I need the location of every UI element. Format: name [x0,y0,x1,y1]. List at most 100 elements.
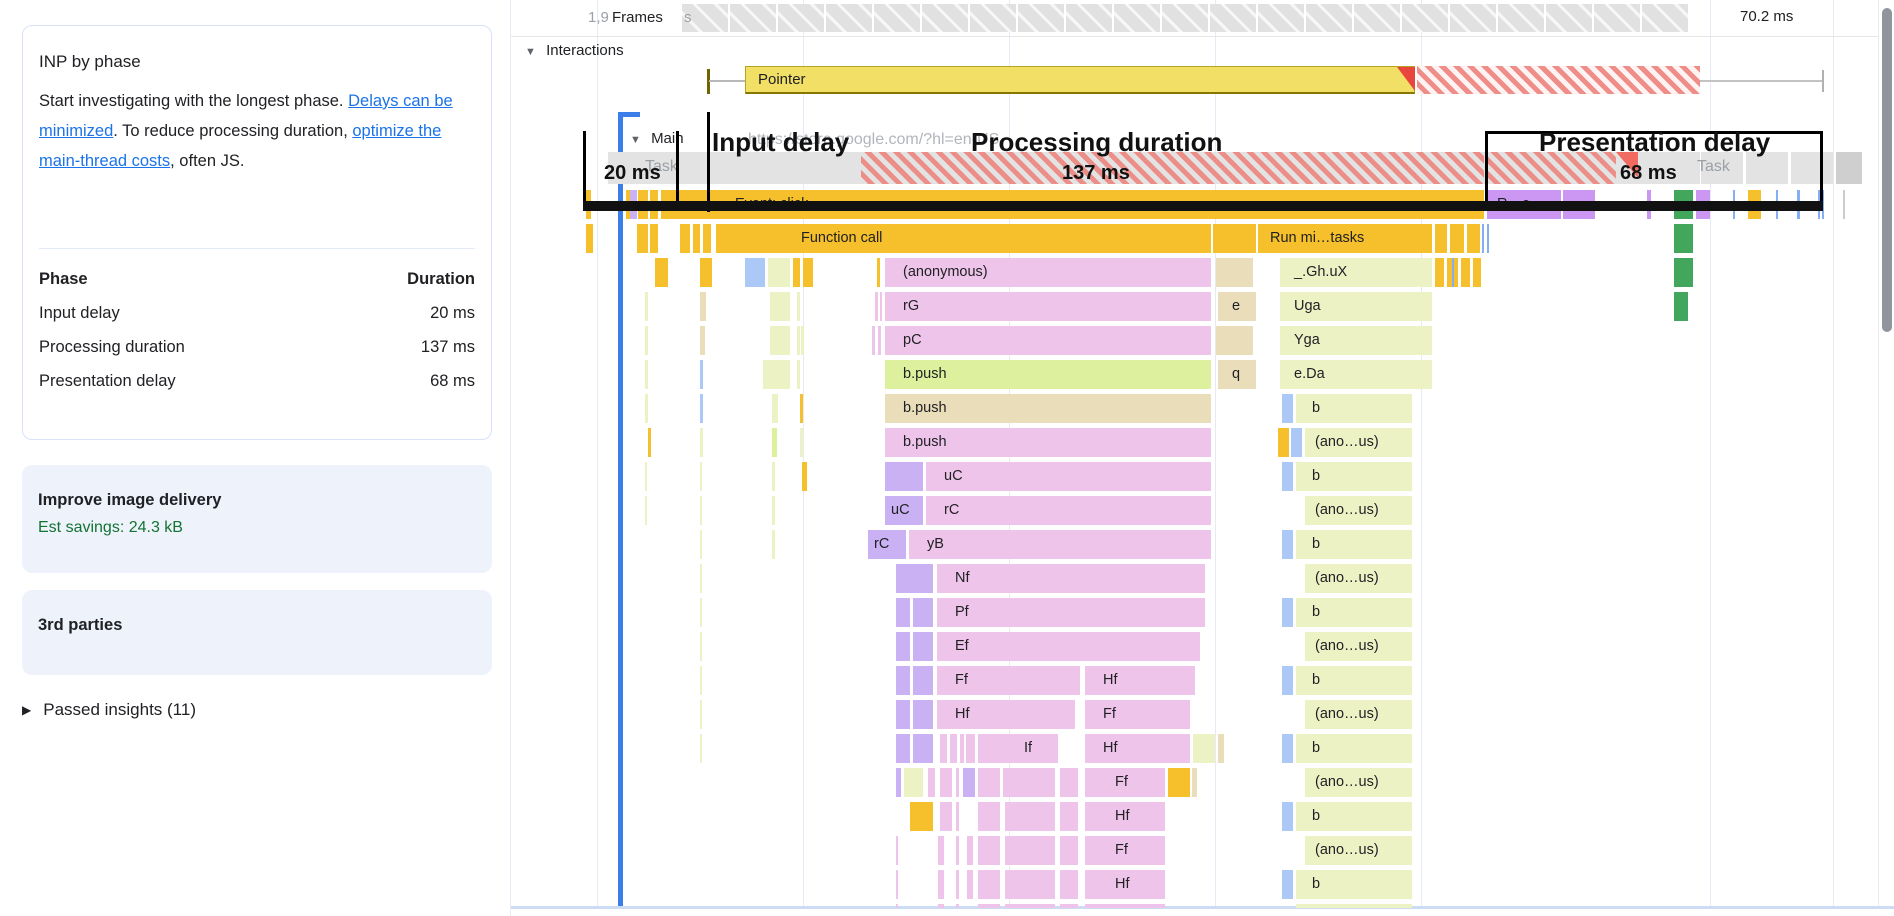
frame-block[interactable] [730,4,776,32]
flame-segment[interactable] [913,700,933,729]
flame-segment[interactable] [872,326,875,355]
flame-segment[interactable] [913,734,933,763]
frame-block[interactable] [1258,4,1304,32]
flame-segment--ano-us-[interactable]: (ano…us) [1305,632,1412,661]
flame-segment[interactable] [940,802,952,831]
flame-segment--ano-us-[interactable]: (ano…us) [1305,700,1412,729]
flame-segment[interactable] [1822,190,1824,219]
flame-segment[interactable] [928,768,935,797]
flame-segment[interactable] [645,326,648,355]
flame-segment-ff[interactable]: Ff [937,666,1080,695]
flame-segment-hf[interactable]: Hf [1085,734,1190,763]
flame-segment[interactable] [913,632,933,661]
flame-segment[interactable] [896,632,910,661]
flame-segment[interactable] [1005,836,1055,865]
flame-segment[interactable] [1482,224,1484,253]
flame-segment-hf[interactable]: Hf [1085,870,1165,899]
passed-insights-toggle[interactable]: ▶ Passed insights (11) [22,700,196,720]
flame-segment[interactable] [1674,258,1693,287]
flame-segment[interactable] [700,462,702,491]
flame-segment[interactable] [956,904,959,908]
flame-segment[interactable] [700,700,702,729]
flame-segment[interactable] [967,870,973,899]
flame-segment[interactable] [978,768,1000,797]
inp-doc-link[interactable]: optimize the main-thread costs [39,122,442,170]
flame-segment[interactable] [648,428,651,457]
flame-segment[interactable] [938,904,944,908]
flame-segment-rc[interactable]: rC [868,530,906,559]
flame-segment[interactable] [1674,292,1688,321]
flame-segment-pf[interactable]: Pf [937,598,1205,627]
flame-segment[interactable] [967,836,973,865]
flame-segment--ano-us-[interactable]: (ano…us) [1305,496,1412,525]
flame-segment[interactable] [896,700,910,729]
frame-block[interactable] [1354,4,1400,32]
flame-segment-b[interactable]: b [1296,462,1412,491]
pointer-interaction-bar[interactable]: Pointer [745,66,1415,94]
flame-segment[interactable] [913,598,933,627]
frame-block[interactable] [1402,4,1448,32]
flame-segment[interactable] [963,768,975,797]
flame-segment[interactable] [896,836,898,865]
flame-segment-b[interactable]: b [1296,598,1412,627]
flame-segment-uc[interactable]: uC [885,496,923,525]
flame-segment[interactable] [1282,870,1293,899]
flame-segment[interactable] [966,734,975,763]
flame-segment-hf[interactable]: Hf [1085,666,1195,695]
flame-segment[interactable] [1193,734,1215,763]
flame-segment[interactable] [637,224,648,253]
frame-block[interactable] [1018,4,1064,32]
flame-segment[interactable] [956,802,959,831]
flame-segment[interactable] [1060,870,1078,899]
task-bar[interactable] [1791,152,1833,184]
frame-block[interactable] [1498,4,1544,32]
flame-segment-function-call[interactable]: Function call [716,224,1211,253]
flame-segment[interactable] [956,768,959,797]
flame-segment[interactable] [1282,734,1293,763]
flame-segment[interactable] [693,224,700,253]
flame-segment--ano-us-[interactable]: (ano…us) [1305,428,1412,457]
flame-segment[interactable] [904,768,923,797]
flame-segment[interactable] [645,394,648,423]
flame-segment[interactable] [978,904,1000,908]
flame-segment[interactable] [896,564,933,593]
flame-segment[interactable] [913,666,933,695]
flame-segment[interactable] [1085,904,1165,908]
flame-segment[interactable] [700,530,702,559]
frame-block[interactable] [1114,4,1160,32]
flame-segment[interactable] [896,768,901,797]
flame-segment[interactable] [801,326,804,355]
flame-segment--gh-ux[interactable]: _.Gh.uX [1280,258,1432,287]
flame-segment-b-push[interactable]: b.push [885,360,1211,389]
flame-segment-b-push[interactable]: b.push [885,428,1211,457]
flame-segment--ano-us-[interactable]: (ano…us) [1305,836,1412,865]
flame-segment[interactable] [1278,428,1289,457]
flame-segment[interactable] [896,904,898,908]
flame-segment[interactable] [745,258,765,287]
flame-segment[interactable] [1282,394,1293,423]
flame-segment[interactable] [1003,768,1055,797]
flame-segment[interactable] [1282,598,1293,627]
flame-segment[interactable] [700,258,712,287]
flame-segment[interactable] [797,360,800,389]
flame-segment[interactable] [1450,224,1464,253]
flame-segment--ano-us-[interactable]: (ano…us) [1305,564,1412,593]
flame-segment[interactable] [1213,224,1256,253]
flame-segment[interactable] [1216,258,1253,287]
flame-segment[interactable] [586,224,593,253]
flame-segment[interactable] [1168,768,1190,797]
flame-segment[interactable] [1452,258,1454,287]
flame-segment-ff[interactable]: Ff [1085,836,1165,865]
frame-block[interactable] [1162,4,1208,32]
third-parties-card[interactable]: 3rd parties [22,590,492,675]
flame-segment[interactable] [1843,190,1845,219]
flame-segment-b-push[interactable]: b.push [885,394,1211,423]
flame-segment-uga[interactable]: Uga [1280,292,1432,321]
flame-segment[interactable] [978,836,1000,865]
frame-block[interactable] [1546,4,1592,32]
scrollbar-thumb[interactable] [1882,8,1892,332]
task-bar[interactable] [1836,152,1862,184]
frame-block[interactable] [1450,4,1496,32]
frames-track-label[interactable]: Frames [612,9,663,26]
flame-segment-ff[interactable]: Ff [1085,700,1190,729]
